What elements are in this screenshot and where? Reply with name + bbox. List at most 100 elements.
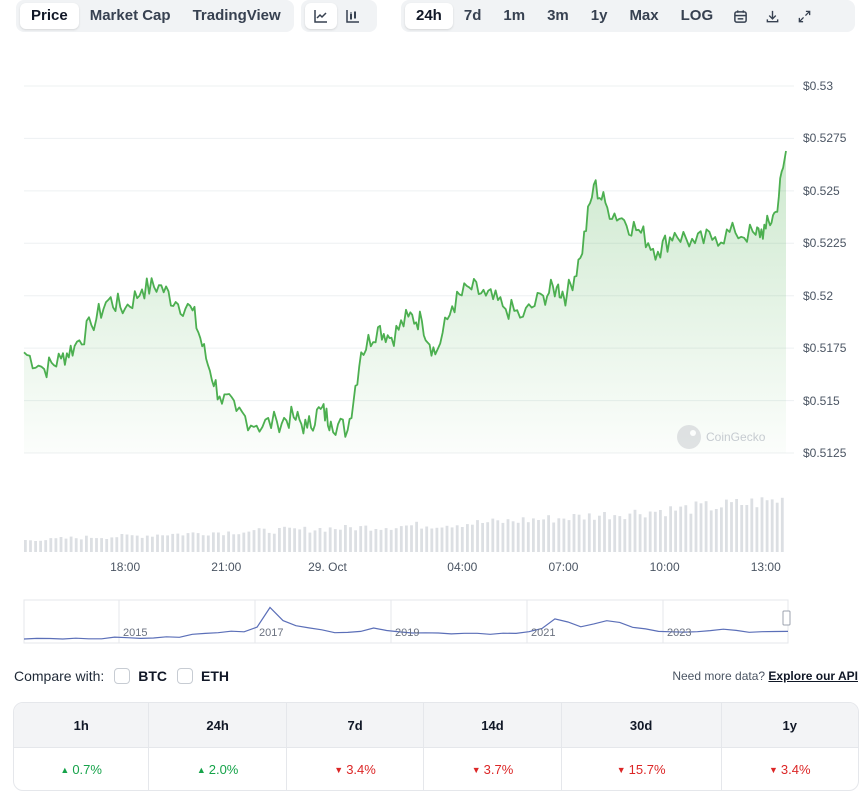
time-navigator[interactable] [0,597,860,647]
volume-bar [750,498,754,552]
expand-button[interactable] [788,3,820,29]
volume-bar [572,514,576,552]
volume-bar [455,525,459,552]
volume-bar [760,497,764,552]
y-tick-label: $0.515 [803,393,840,408]
volume-bar [349,527,352,552]
volume-bar [227,531,230,552]
volume-bar [740,505,744,552]
y-tick-label: $0.525 [803,183,840,198]
volume-bar [526,522,530,552]
volume-bar [354,530,357,552]
volume-bar [420,528,423,552]
volume-bar [613,515,617,552]
calendar-button[interactable] [724,3,756,29]
volume-bar [252,530,256,552]
table-header-row: 1h 24h 7d 14d 30d 1y [14,703,858,747]
price-change-value: ▼ 3.4% [334,762,376,777]
volume-bar [684,505,688,552]
range-3m[interactable]: 3m [547,7,569,24]
price-change-value: ▼ 15.7% [617,762,666,777]
volume-bar [659,510,662,552]
price-change-cell: ▼ 15.7% [560,747,721,790]
volume-bar [735,499,738,552]
volume-bar [689,513,693,552]
range-24h[interactable]: 24h [405,3,453,29]
volume-bar [186,533,190,552]
volume-bar [364,525,368,552]
volume-bar [95,538,98,552]
checkbox-box[interactable] [114,668,131,684]
volume-bar [577,514,581,552]
y-tick-label: $0.5275 [803,131,847,146]
volume-bar [384,528,388,552]
price-change-table: 1h 24h 7d 14d 30d 1y ▲ 0.7% ▲ 2.0% ▼ 3.4% ▼ 3.7… [13,702,859,791]
range-7d[interactable]: 7d [463,7,482,24]
price-change-cell: ▲ 2.0% [148,747,286,790]
volume-bar [471,524,474,552]
navigator-frame [23,599,789,644]
compare-btc-checkbox[interactable]: BTC [114,668,167,684]
volume-bar [339,529,342,552]
compare-eth-label: ETH [201,668,230,684]
volume-bar [49,538,53,552]
checkbox-box[interactable] [177,668,194,684]
tab-tradingview[interactable]: TradingView [192,7,281,24]
volume-bar [115,537,119,552]
explore-api-link[interactable]: Explore our API [768,669,858,683]
range-group: 24h 7d 1m 3m 1y Max LOG [401,0,855,32]
caret-up-icon: ▲ [196,764,206,775]
volume-bar [501,522,505,552]
x-tick-label: 04:00 [447,560,478,574]
volume-bar [130,535,134,552]
log-scale-toggle[interactable]: LOG [680,7,714,24]
volume-bar [516,522,520,552]
navigator-year-label: 2019 [395,627,420,639]
volume-bar [440,527,444,552]
tab-price[interactable]: Price [20,3,79,29]
download-button[interactable] [756,3,788,29]
range-1m[interactable]: 1m [503,7,526,24]
volume-bar [780,497,784,552]
volume-bar [125,534,129,552]
volume-bar [293,528,296,552]
price-chart[interactable]: CoinGecko [0,0,860,590]
compare-eth-checkbox[interactable]: ETH [177,668,229,684]
column-header: 1y [720,703,858,747]
volume-bar [323,531,327,552]
line-chart-button[interactable] [305,3,337,29]
x-tick-label: 29. Oct [308,560,347,574]
volume-bar [506,519,510,552]
price-change-text: 0.7% [72,761,102,777]
range-1y[interactable]: 1y [590,7,608,24]
volume-bar [140,537,144,552]
tab-market-cap[interactable]: Market Cap [89,7,171,24]
candlestick-chart-button[interactable] [337,3,369,29]
volume-bar [212,532,215,552]
watermark-text: CoinGecko [706,430,766,444]
volume-bar [633,509,637,552]
volume-bar [496,520,500,552]
volume-bar [699,503,703,552]
volume-bar [54,538,58,552]
volume-bar [110,537,114,552]
volume-bar [262,528,266,552]
volume-bar [379,529,383,552]
volume-bar [24,540,27,552]
line-chart-icon [314,10,327,23]
range-max[interactable]: Max [629,7,659,24]
volume-bar [643,517,647,552]
volume-bar [201,535,205,552]
volume-bar [191,532,195,552]
volume-bar [308,532,312,552]
volume-bar [344,525,347,552]
volume-bar [730,502,733,552]
navigator-year-label: 2017 [259,627,284,639]
volume-bar [405,525,408,552]
download-icon [766,10,778,22]
price-change-cell: ▼ 3.7% [423,747,561,790]
price-change-value: ▼ 3.4% [769,762,811,777]
navigator-handle[interactable] [782,610,791,626]
volume-bar [34,541,37,552]
y-tick-label: $0.5225 [803,236,847,251]
